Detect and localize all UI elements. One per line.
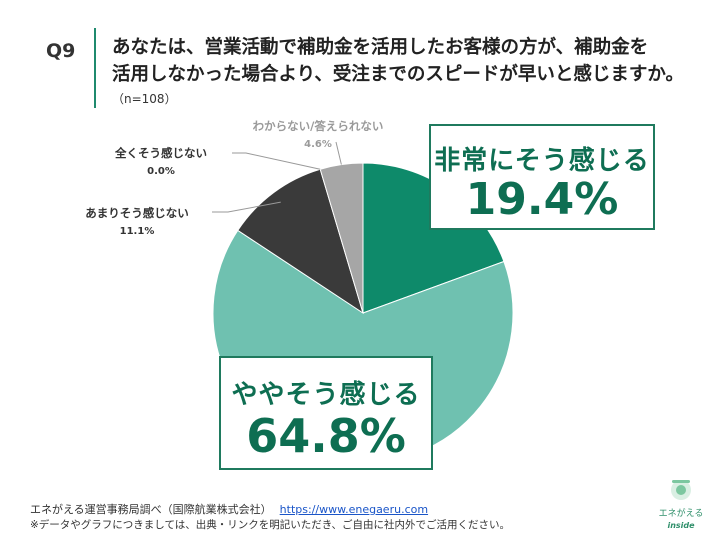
- usage-note: ※データやグラフにつきましては、出典・リンクを明記いただき、ご自由に社内外でご活…: [30, 519, 511, 531]
- leader-not-at-all: [232, 152, 321, 170]
- question-number: Q9: [46, 40, 76, 62]
- label-not-at-all: 全くそう感じない 0.0%: [86, 145, 236, 177]
- leader-dont-know: [335, 141, 342, 165]
- label-dont-know: わからない/答えられない 4.6%: [228, 118, 408, 150]
- callout-very-much: 非常にそう感じる 19.4%: [429, 124, 655, 230]
- slice-value: 4.6%: [304, 139, 332, 150]
- slice-label: わからない/答えられない: [252, 119, 384, 133]
- callout-somewhat: ややそう感じる 64.8%: [219, 356, 433, 470]
- enegaeru-logo: エネがえる inside: [659, 480, 704, 530]
- question-text: あなたは、営業活動で補助金を活用したお客様の方が、補助金を 活用しなかった場合よ…: [112, 34, 702, 88]
- logo-subtext: inside: [667, 521, 695, 530]
- slice-value: 64.8%: [246, 409, 406, 463]
- logo-text: エネがえる: [659, 507, 704, 519]
- slice-value: 19.4%: [465, 174, 619, 225]
- source-text: エネがえる運営事務局調べ（国際航業株式会社）: [30, 503, 272, 516]
- slice-label: 全くそう感じない: [115, 146, 207, 160]
- slice-label: あまりそう感じない: [85, 206, 189, 220]
- slice-value: 11.1%: [119, 226, 155, 237]
- leader-not-much: [212, 201, 281, 213]
- leader-lines: [212, 141, 342, 213]
- question-text-line2: 活用しなかった場合より、受注までのスピードが早いと感じますか。: [112, 64, 685, 85]
- question-divider: [94, 28, 96, 108]
- slice-not-much: [237, 168, 364, 315]
- source-link[interactable]: https://www.enegaeru.com: [279, 503, 429, 516]
- slice-dont-know: [319, 162, 364, 314]
- question-text-line1: あなたは、営業活動で補助金を活用したお客様の方が、補助金を: [112, 37, 649, 58]
- source-line: エネがえる運営事務局調べ（国際航業株式会社） https://www.enegae…: [30, 501, 428, 517]
- label-not-much: あまりそう感じない 11.1%: [52, 205, 222, 237]
- slice-label: 非常にそう感じる: [434, 146, 650, 176]
- slice-label: ややそう感じる: [231, 380, 421, 410]
- slice-value: 0.0%: [147, 166, 175, 177]
- sample-size: （n=108）: [112, 92, 177, 106]
